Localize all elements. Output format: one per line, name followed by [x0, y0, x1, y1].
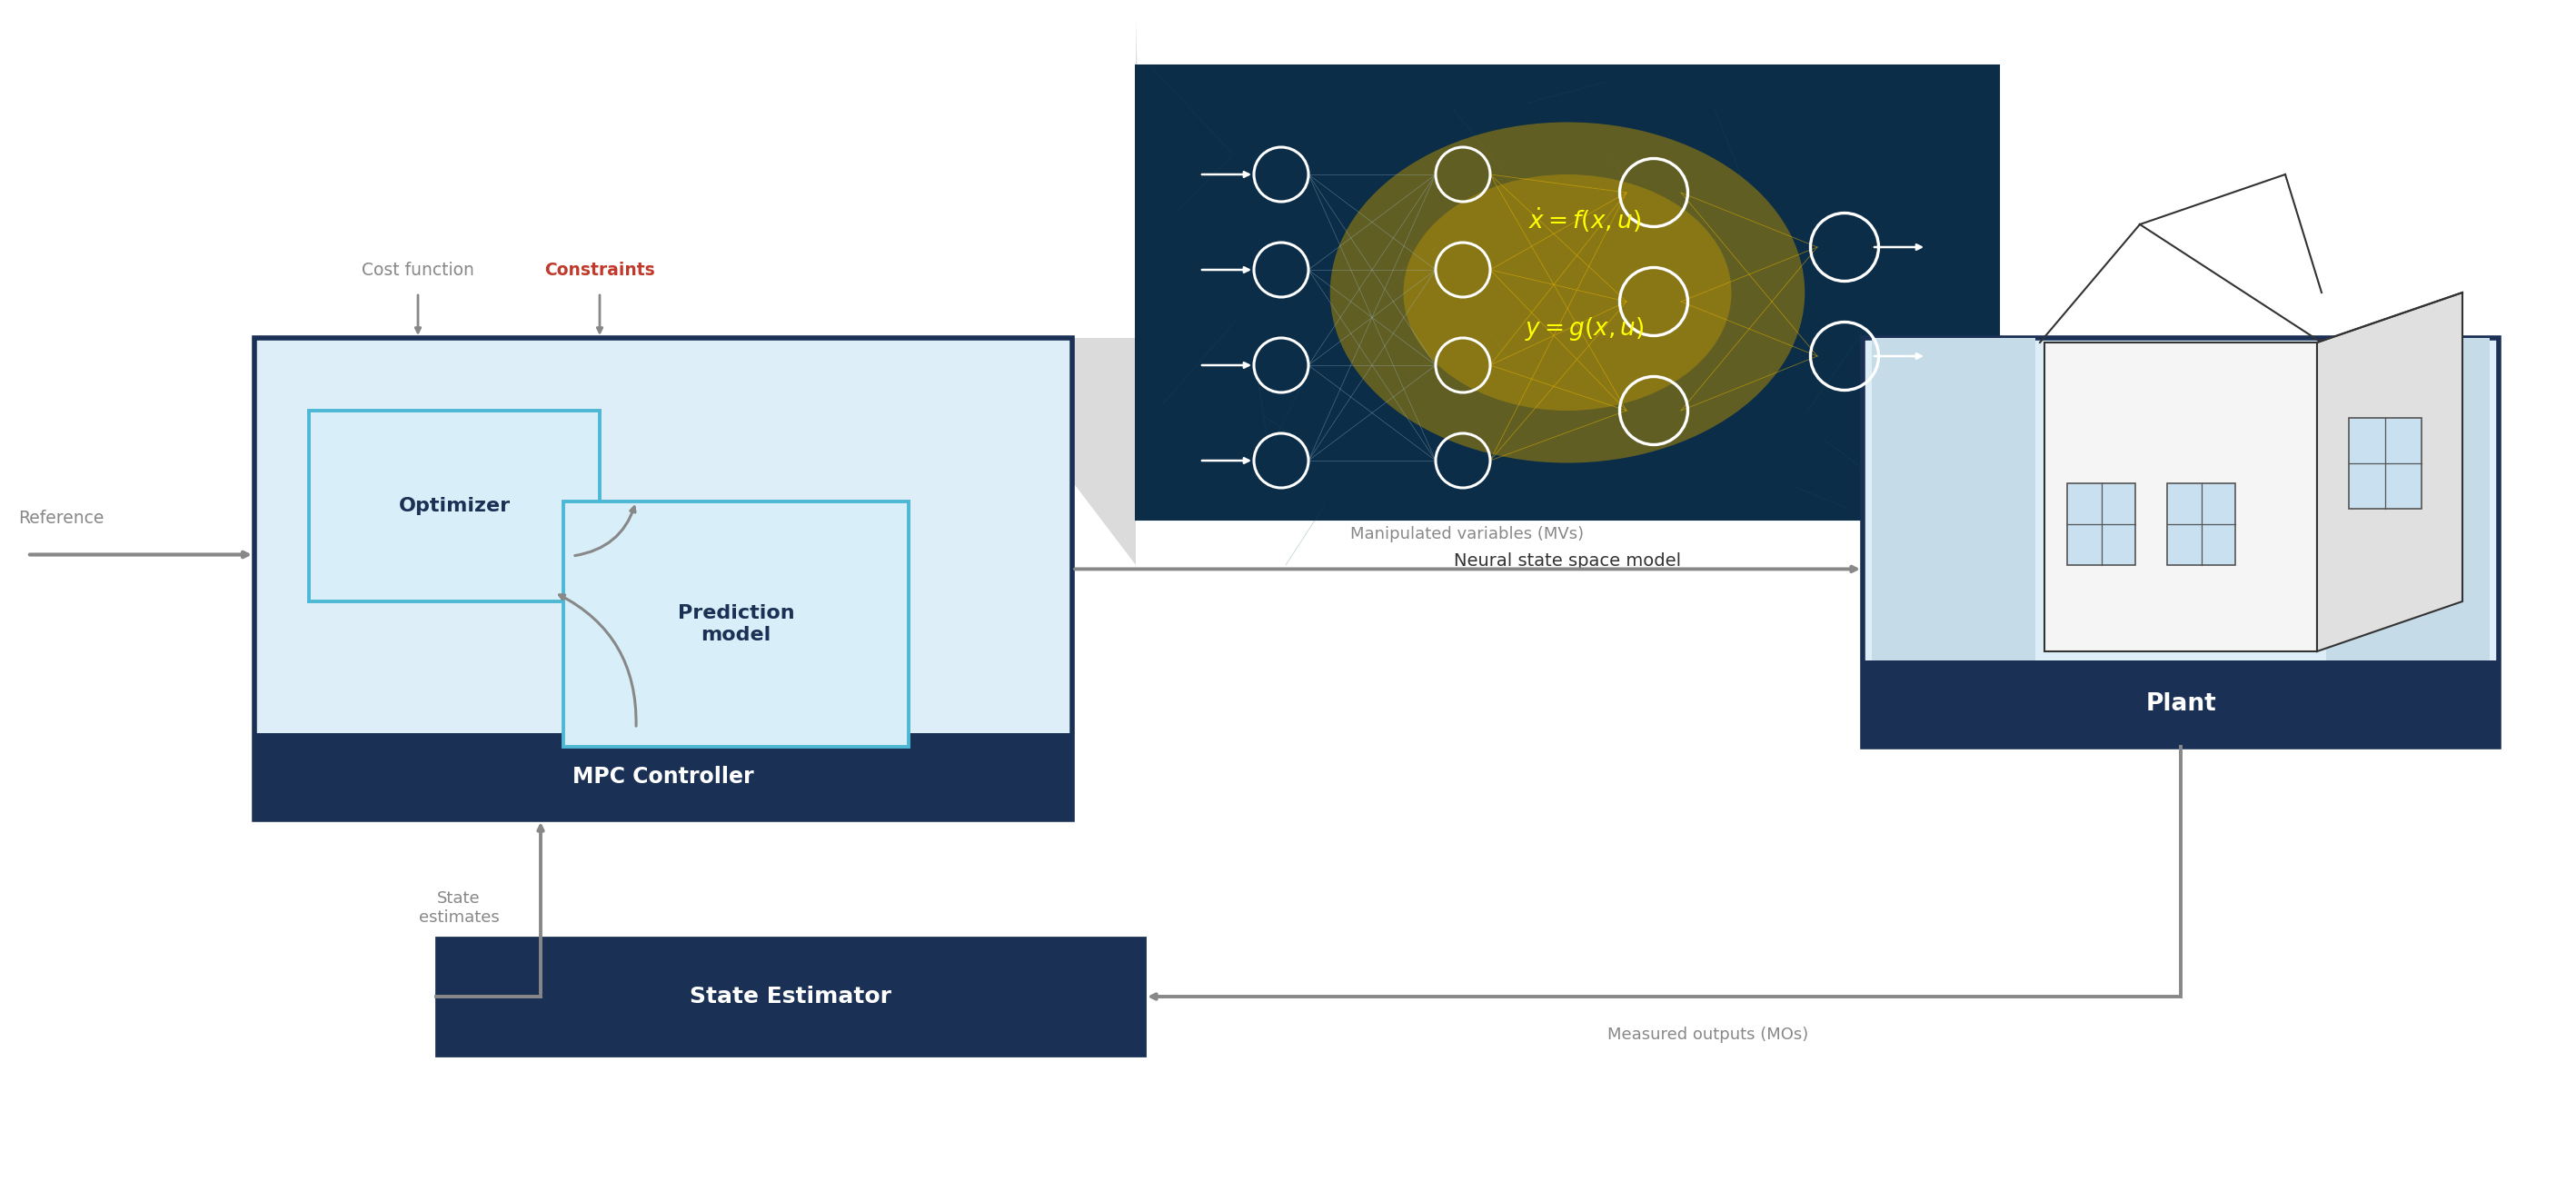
- Text: Cost function: Cost function: [361, 261, 474, 279]
- Text: Measured outputs (MOs): Measured outputs (MOs): [1607, 1027, 1808, 1042]
- FancyBboxPatch shape: [2045, 342, 2316, 651]
- FancyBboxPatch shape: [1136, 65, 1999, 520]
- FancyBboxPatch shape: [255, 733, 1072, 819]
- Text: Optimizer: Optimizer: [399, 497, 510, 515]
- FancyBboxPatch shape: [2066, 483, 2136, 564]
- Text: $y = g(x,u)$: $y = g(x,u)$: [1525, 315, 1643, 342]
- FancyBboxPatch shape: [309, 411, 600, 602]
- FancyBboxPatch shape: [564, 502, 909, 747]
- Polygon shape: [963, 20, 1144, 564]
- FancyBboxPatch shape: [2326, 337, 2488, 661]
- Text: Prediction
model: Prediction model: [677, 604, 793, 644]
- FancyBboxPatch shape: [1873, 337, 2035, 661]
- Text: State Estimator: State Estimator: [690, 986, 891, 1008]
- Text: Plant: Plant: [2146, 692, 2215, 716]
- Text: MPC Controller: MPC Controller: [572, 765, 755, 787]
- Text: $\dot{x} = f(x,u)$: $\dot{x} = f(x,u)$: [1528, 205, 1641, 234]
- Polygon shape: [2316, 293, 2463, 651]
- FancyBboxPatch shape: [2349, 418, 2421, 509]
- Text: Manipulated variables (MVs): Manipulated variables (MVs): [1350, 526, 1584, 543]
- FancyBboxPatch shape: [2166, 483, 2236, 564]
- Ellipse shape: [1404, 174, 1731, 411]
- FancyBboxPatch shape: [255, 337, 1072, 819]
- Text: Neural state space model: Neural state space model: [1453, 552, 1682, 569]
- FancyBboxPatch shape: [1862, 661, 2499, 747]
- Text: State
estimates: State estimates: [417, 890, 500, 926]
- Text: Reference: Reference: [18, 509, 103, 527]
- Ellipse shape: [1329, 123, 1806, 462]
- FancyBboxPatch shape: [1862, 337, 2499, 747]
- FancyBboxPatch shape: [435, 938, 1144, 1056]
- Text: Constraints: Constraints: [544, 261, 654, 279]
